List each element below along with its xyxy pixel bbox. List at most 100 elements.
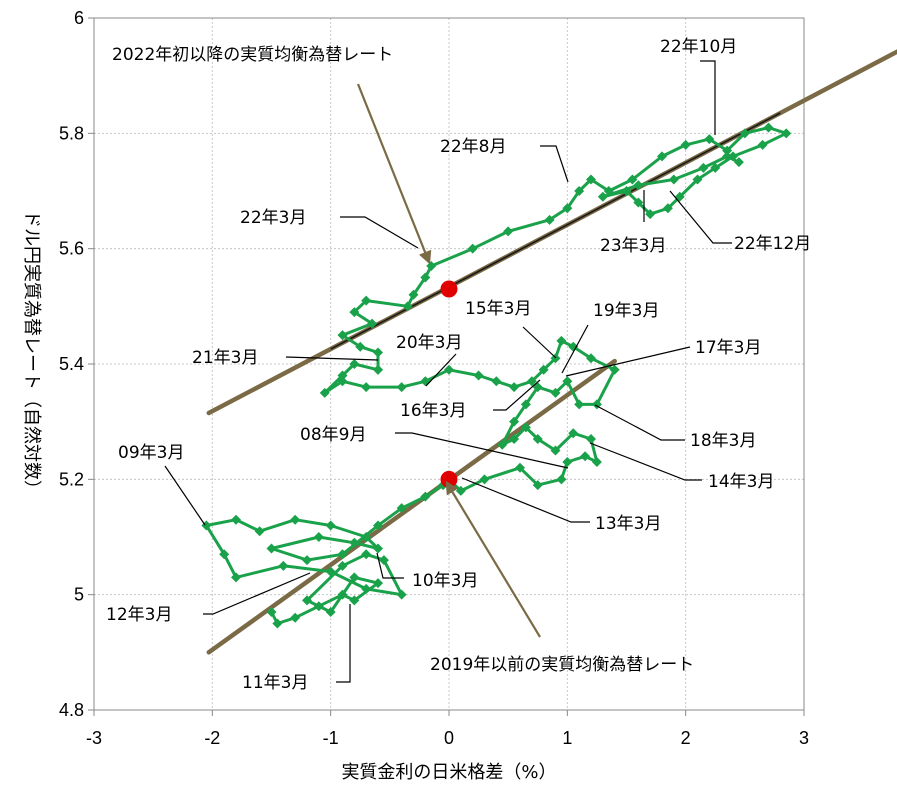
data-point [325, 606, 336, 617]
data-point [373, 520, 383, 531]
data-point [603, 186, 614, 196]
annotation-label: 14年3月 [708, 472, 774, 492]
data-point [337, 560, 348, 571]
data-point [313, 601, 324, 612]
data-point [302, 595, 312, 606]
annotation-label: 15年3月 [465, 299, 531, 319]
x-tick-label: -2 [204, 728, 220, 748]
data-point [367, 318, 378, 329]
data-point [757, 139, 768, 150]
data-point [361, 295, 372, 306]
data-point [373, 347, 383, 358]
data-point [722, 145, 733, 156]
data-point [591, 457, 602, 468]
x-axis-label: 実質金利の日米格差（%） [341, 762, 556, 783]
data-point [633, 197, 644, 208]
annotation-label: 18年3月 [690, 431, 756, 451]
annotation-label: 19年3月 [593, 301, 659, 321]
annotation-leader [164, 465, 206, 526]
annotation-label: 17年3月 [695, 338, 761, 358]
annotation-leader [493, 379, 541, 411]
data-point [426, 260, 437, 271]
data-point [396, 382, 407, 393]
annotation-leader [376, 552, 404, 579]
data-point [254, 526, 265, 537]
data-point [621, 186, 632, 196]
annotation-leader [425, 353, 457, 387]
data-point [337, 549, 348, 560]
data-point [556, 474, 567, 485]
data-point [349, 307, 360, 318]
data-point [373, 543, 383, 554]
data-point [396, 589, 407, 600]
data-point [633, 180, 644, 191]
x-tick-label: 3 [799, 728, 809, 748]
y-tick-label: 6 [74, 8, 84, 28]
data-point [491, 376, 502, 387]
trend-line [330, 112, 781, 350]
annotation-leader [700, 60, 716, 135]
data-point [562, 203, 573, 214]
x-tick-label: -1 [323, 728, 339, 748]
annotation-label: 09年3月 [118, 443, 184, 463]
data-point [396, 503, 407, 514]
data-point [444, 364, 454, 375]
data-point [710, 162, 721, 173]
annotations: 22年10月 22年8月 22年3月 23年3月 22年12月 15年3月 19年3月 17年… [106, 37, 811, 693]
data-point [586, 353, 596, 364]
data-point [509, 416, 520, 427]
data-point [420, 376, 431, 387]
annotation-label: 13年3月 [595, 514, 661, 534]
data-point [680, 139, 691, 150]
data-point [704, 134, 715, 145]
annotation-label: 10年3月 [412, 571, 478, 591]
data-point [657, 151, 667, 162]
annotation-label: 08年9月 [300, 425, 366, 445]
data-point [698, 162, 709, 173]
data-point [290, 514, 301, 525]
tick-labels: -3 -2 -1 0 1 2 3 4.8 5 5.2 5.4 5.6 5.8 6 [59, 8, 809, 748]
data-point [497, 439, 508, 450]
data-point [509, 382, 520, 393]
x-tick-label: -3 [86, 728, 102, 748]
data-point [526, 376, 537, 387]
data-point [568, 428, 579, 439]
data-point [568, 341, 579, 352]
annotation-label: 22年10月 [660, 37, 737, 57]
data-point [420, 491, 431, 502]
data-point [728, 151, 738, 162]
annotation-leader [594, 404, 685, 441]
data-point [337, 370, 348, 381]
data-point [290, 612, 301, 623]
fit-lines [206, 49, 897, 655]
data-point [420, 272, 431, 283]
data-point [361, 532, 372, 542]
annotation-label: 20年3月 [396, 333, 462, 353]
data-point [361, 583, 372, 594]
data-point [662, 203, 673, 214]
data-point [272, 618, 283, 629]
data-point [532, 433, 543, 444]
fit-line-0 [206, 358, 617, 655]
annotation-label: 12年3月 [106, 605, 172, 625]
data-point [337, 589, 348, 600]
annotation-label: 21年3月 [192, 348, 258, 368]
red-marker [440, 280, 458, 298]
data-point [402, 301, 413, 312]
annotation-leader [395, 432, 569, 469]
annotation-label: 22年3月 [240, 208, 306, 228]
x-tick-label: 0 [444, 728, 454, 748]
data-point [627, 174, 638, 185]
y-tick-label: 5.8 [59, 123, 84, 143]
data-point [580, 451, 591, 462]
data-point [479, 474, 490, 485]
data-point [378, 555, 389, 566]
annotation-leader [340, 216, 419, 249]
annotation-label: 22年12月 [734, 234, 811, 254]
data-point [302, 555, 312, 566]
data-point [473, 370, 484, 381]
annotation-label: 11年3月 [242, 673, 308, 693]
data-point [509, 433, 520, 444]
annotation-leader [589, 442, 702, 481]
